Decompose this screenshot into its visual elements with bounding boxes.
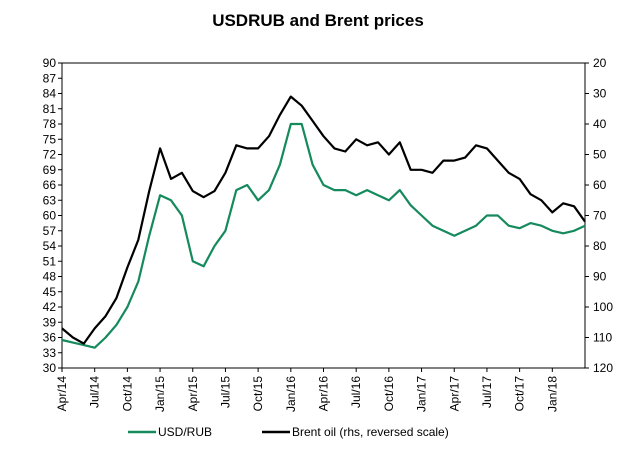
y-tick-label: 63: [43, 193, 57, 207]
x-tick-label: Jan/17: [415, 376, 429, 412]
x-tick-label: Oct/16: [382, 376, 396, 412]
y-tick-label: 48: [43, 270, 57, 284]
y-tick-label: 66: [43, 178, 57, 192]
x-tick-label: Apr/17: [447, 376, 461, 412]
y-tick-label: 60: [43, 209, 57, 223]
y2-tick-label: 40: [593, 117, 607, 131]
x-tick-label: Jul/17: [480, 376, 494, 408]
series-line: [61, 95, 586, 345]
y-tick-label: 57: [43, 224, 57, 238]
y-tick-label: 33: [43, 346, 57, 360]
x-tick-label: Jul/16: [349, 376, 363, 408]
y-tick-label: 75: [43, 132, 57, 146]
y2-tick-label: 70: [593, 209, 607, 223]
y-tick-label: 69: [43, 163, 57, 177]
y2-tick-label: 20: [593, 56, 607, 70]
y-tick-label: 36: [43, 331, 57, 345]
y-tick-label: 42: [43, 300, 57, 314]
x-tick-label: Apr/16: [317, 376, 331, 412]
x-tick-label: Jul/14: [88, 376, 102, 408]
y-tick-label: 81: [43, 102, 57, 116]
y2-tick-label: 110: [593, 331, 612, 345]
y2-tick-label: 120: [593, 361, 613, 375]
x-tick-label: Apr/15: [186, 376, 200, 412]
x-tick-label: Oct/15: [251, 376, 265, 412]
x-tick-label: Jan/16: [284, 376, 298, 412]
y-tick-label: 39: [43, 315, 57, 329]
y-tick-label: 84: [43, 87, 57, 101]
y-tick-label: 51: [43, 254, 57, 268]
y-tick-label: 30: [43, 361, 57, 375]
y-tick-label: 45: [43, 285, 57, 299]
y2-tick-label: 80: [593, 239, 607, 253]
y2-tick-label: 30: [593, 87, 607, 101]
x-tick-label: Oct/14: [120, 376, 134, 412]
y2-tick-label: 50: [593, 148, 607, 162]
x-tick-label: Oct/17: [513, 376, 527, 412]
plot-frame: [61, 62, 586, 369]
x-tick-label: Jan/18: [545, 376, 559, 412]
chart-title: USDRUB and Brent prices: [212, 11, 424, 30]
series-line: [61, 122, 586, 349]
x-tick-label: Jul/15: [218, 376, 232, 408]
y-tick-label: 87: [43, 71, 57, 85]
legend-label: USD/RUB: [158, 425, 212, 439]
x-tick-label: Jan/15: [153, 376, 167, 412]
y2-tick-label: 100: [593, 300, 613, 314]
y-tick-label: 72: [43, 148, 57, 162]
y-tick-label: 78: [43, 117, 57, 131]
x-tick-label: Apr/14: [55, 376, 69, 412]
y2-tick-label: 60: [593, 178, 607, 192]
legend-label: Brent oil (rhs, reversed scale): [292, 425, 449, 439]
y-tick-label: 54: [43, 239, 57, 253]
y2-tick-label: 90: [593, 270, 607, 284]
y-tick-label: 90: [43, 56, 57, 70]
